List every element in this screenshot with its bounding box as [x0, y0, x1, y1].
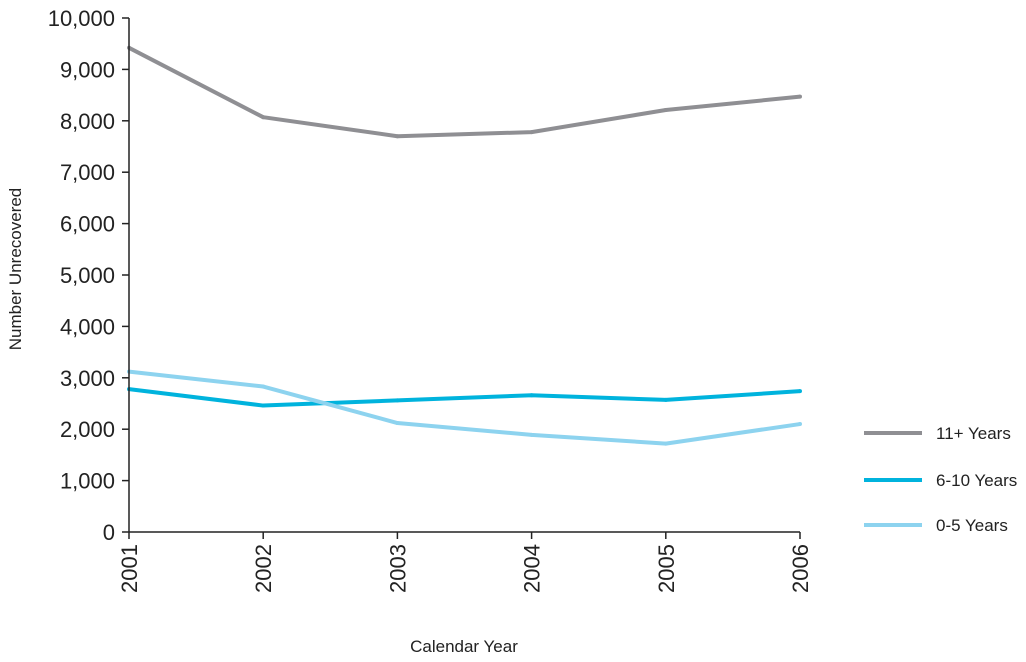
y-axis-ticks: 0 1,000 2,000 3,000 4,000 5,000 6,000 7,000 8,00…: [48, 6, 129, 545]
data-point: [529, 130, 534, 135]
x-tick-label: 2001: [117, 544, 142, 593]
y-tick-label: 7,000: [60, 160, 115, 185]
series-line-2: [128, 369, 801, 446]
y-tick-label: 0: [103, 520, 115, 545]
x-tick-label: 2004: [520, 544, 545, 593]
data-point: [663, 397, 668, 402]
data-point: [395, 421, 400, 426]
data-point: [663, 441, 668, 446]
data-point: [395, 398, 400, 403]
data-point: [395, 134, 400, 139]
series-line-1: [128, 387, 801, 408]
y-axis-title: Number Unrecovered: [6, 188, 25, 351]
y-tick-label: 1,000: [60, 469, 115, 494]
x-tick-label: 2005: [654, 544, 679, 593]
legend-label: 0-5 Years: [936, 516, 1008, 535]
data-point: [663, 108, 668, 113]
y-tick-label: 9,000: [60, 57, 115, 82]
data-point: [798, 422, 802, 427]
legend-label: 6-10 Years: [936, 471, 1017, 490]
y-tick-label: 3,000: [60, 366, 115, 391]
legend: 11+ Years 6-10 Years 0-5 Years: [864, 424, 1017, 535]
x-axis-ticks: 2001 2002 2003 2004 2005 2006: [117, 532, 813, 593]
data-point: [261, 384, 266, 389]
series-line-0: [128, 46, 801, 139]
data-point: [798, 94, 802, 99]
data-point: [529, 393, 534, 398]
y-tick-label: 2,000: [60, 417, 115, 442]
y-tick-label: 10,000: [48, 6, 115, 31]
x-axis-title: Calendar Year: [410, 637, 518, 656]
x-tick-label: 2003: [385, 544, 410, 593]
x-tick-label: 2002: [251, 544, 276, 593]
legend-label: 11+ Years: [936, 424, 1011, 443]
data-point: [529, 432, 534, 437]
y-tick-label: 8,000: [60, 109, 115, 134]
y-tick-label: 4,000: [60, 314, 115, 339]
axes: [128, 18, 800, 533]
y-tick-label: 6,000: [60, 212, 115, 237]
data-point: [261, 115, 266, 120]
y-tick-label: 5,000: [60, 263, 115, 288]
data-point: [261, 403, 266, 408]
data-point: [798, 389, 802, 394]
x-tick-label: 2006: [788, 544, 813, 593]
series-lines: [127, 45, 802, 446]
